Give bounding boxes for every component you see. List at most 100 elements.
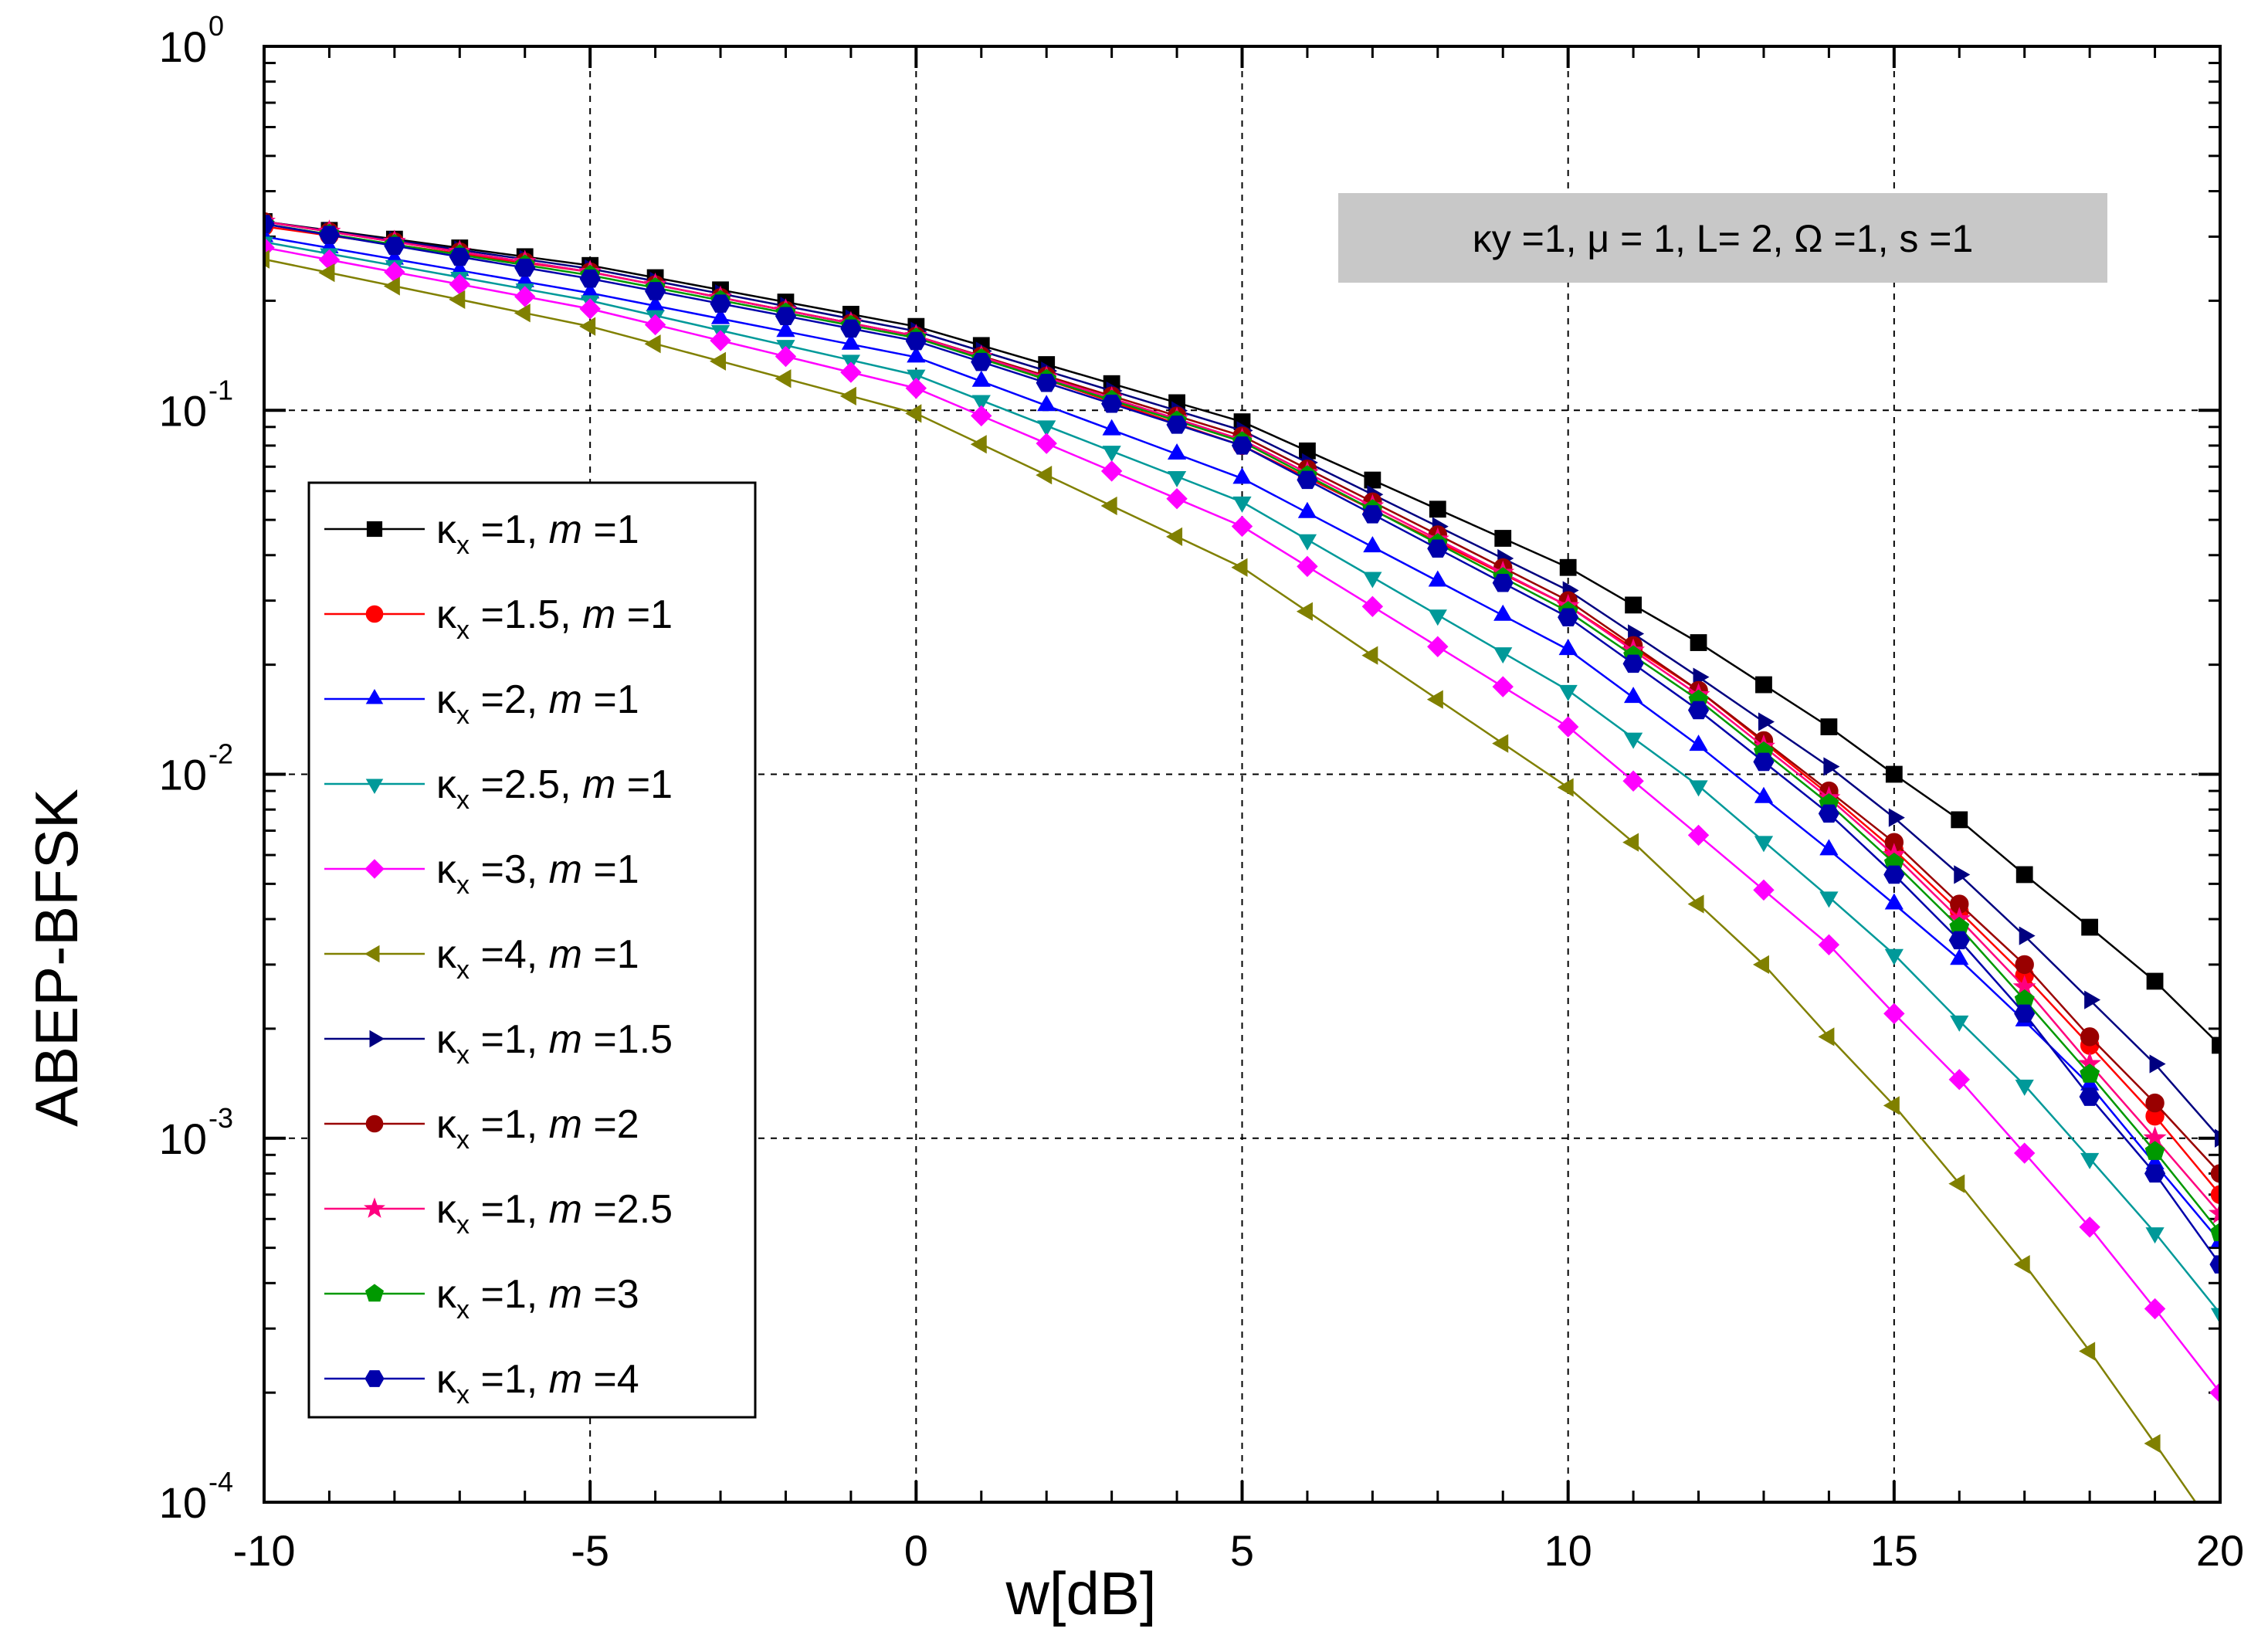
data-point <box>1819 891 1839 908</box>
data-point <box>2209 1382 2220 1403</box>
kappa-symbol: κ <box>436 847 457 892</box>
data-point <box>1492 734 1509 753</box>
legend-item: κx =1, m =2.5 <box>324 1187 673 1240</box>
data-point <box>1231 558 1248 577</box>
x-tick-label: 5 <box>1230 1526 1254 1575</box>
kappa-subscript: x <box>456 531 470 560</box>
legend: κx =1, m =1 κx =1.5, m =1 κx =2, m =1 κx =2… <box>307 481 757 1419</box>
data-point <box>1036 466 1053 485</box>
data-point <box>1166 416 1188 434</box>
data-point <box>1884 948 1904 965</box>
data-point <box>1753 752 1775 772</box>
data-point <box>514 304 531 323</box>
data-point <box>1625 596 1642 614</box>
series-3 <box>264 226 2220 1247</box>
legend-marker <box>364 1284 385 1302</box>
data-point <box>1363 536 1382 553</box>
data-point <box>2080 1064 2100 1083</box>
legend-item: κx =1, m =4 <box>324 1357 639 1410</box>
data-point <box>839 386 856 405</box>
data-point <box>1819 839 1839 856</box>
y-tick-exponent: -3 <box>208 1102 233 1134</box>
data-point <box>2208 1201 2220 1224</box>
data-point <box>1948 931 1970 950</box>
data-point <box>2144 1433 2161 1454</box>
series-11 <box>264 215 2220 1274</box>
data-point <box>2013 1142 2036 1164</box>
data-point <box>1100 496 1117 516</box>
legend-marker <box>365 779 384 795</box>
kappa-subscript: x <box>456 616 470 645</box>
data-point <box>970 435 987 454</box>
data-point <box>1100 460 1123 482</box>
data-point <box>2079 1216 2100 1238</box>
data-point <box>1167 443 1187 460</box>
data-point <box>1428 609 1447 626</box>
data-point <box>1492 676 1514 697</box>
data-point <box>579 317 596 336</box>
legend-item: κx =1, m =3 <box>324 1272 639 1325</box>
data-point <box>2015 955 2034 975</box>
data-point <box>2145 1227 2165 1244</box>
data-point <box>1102 446 1121 463</box>
data-point <box>2146 972 2164 990</box>
data-point <box>1818 934 1840 955</box>
data-point <box>2081 918 2099 936</box>
data-point <box>1948 1068 1970 1091</box>
x-tick-label: -5 <box>571 1526 609 1575</box>
data-point <box>1558 684 1578 701</box>
data-point <box>1954 865 1971 884</box>
y-tick-exponent: -1 <box>208 374 233 405</box>
data-point <box>2209 1255 2220 1274</box>
data-point <box>1622 833 1639 852</box>
data-point <box>1493 647 1513 664</box>
data-point <box>1232 496 1252 513</box>
annotation-background <box>1338 193 2107 283</box>
data-point <box>971 352 992 371</box>
plot-frame <box>263 45 2222 1504</box>
kappa-subscript: x <box>456 870 470 900</box>
data-point <box>2210 1164 2220 1183</box>
kappa-symbol: κ <box>436 507 457 552</box>
legend-item: κx =2.5, m =1 <box>324 762 673 815</box>
data-point <box>1101 395 1123 413</box>
data-point <box>644 334 661 354</box>
data-point <box>1428 570 1447 587</box>
data-point <box>905 404 922 423</box>
y-axis-title: ABEP-BFSK <box>22 789 90 1127</box>
data-point <box>1559 558 1577 576</box>
kappa-subscript: x <box>456 1380 470 1410</box>
data-point <box>905 377 927 399</box>
x-tick-label: 0 <box>904 1526 928 1575</box>
data-point <box>775 369 792 388</box>
data-point <box>1883 865 1905 884</box>
series-5 <box>264 236 2220 1403</box>
data-point <box>2210 1222 2220 1242</box>
legend-item: κx =2, m =1 <box>324 677 639 730</box>
data-point <box>1558 639 1578 656</box>
data-point <box>1166 527 1183 546</box>
legend-label: κx =4, m =1 <box>436 932 639 985</box>
data-point <box>644 314 666 336</box>
legend-label: κx =1, m =4 <box>436 1357 639 1410</box>
data-point <box>1883 1096 1900 1115</box>
data-point <box>1296 602 1313 621</box>
data-point <box>710 351 727 371</box>
data-point <box>905 331 927 351</box>
data-point <box>1888 808 1905 827</box>
data-point <box>971 395 991 412</box>
legend-marker <box>364 859 385 879</box>
legend-item: κx =1, m =1 <box>324 507 639 560</box>
x-tick-label: 15 <box>1870 1526 1918 1575</box>
data-point <box>1948 1174 1965 1193</box>
data-point <box>1753 879 1775 901</box>
kappa-subscript: x <box>456 1210 470 1240</box>
legend-marker <box>364 1197 385 1218</box>
data-point <box>1361 595 1384 618</box>
series-6 <box>264 249 2197 1502</box>
data-point <box>1231 515 1253 538</box>
legend-label: κx =2, m =1 <box>436 677 639 730</box>
data-point <box>1361 505 1383 524</box>
kappa-symbol: κ <box>436 932 457 977</box>
